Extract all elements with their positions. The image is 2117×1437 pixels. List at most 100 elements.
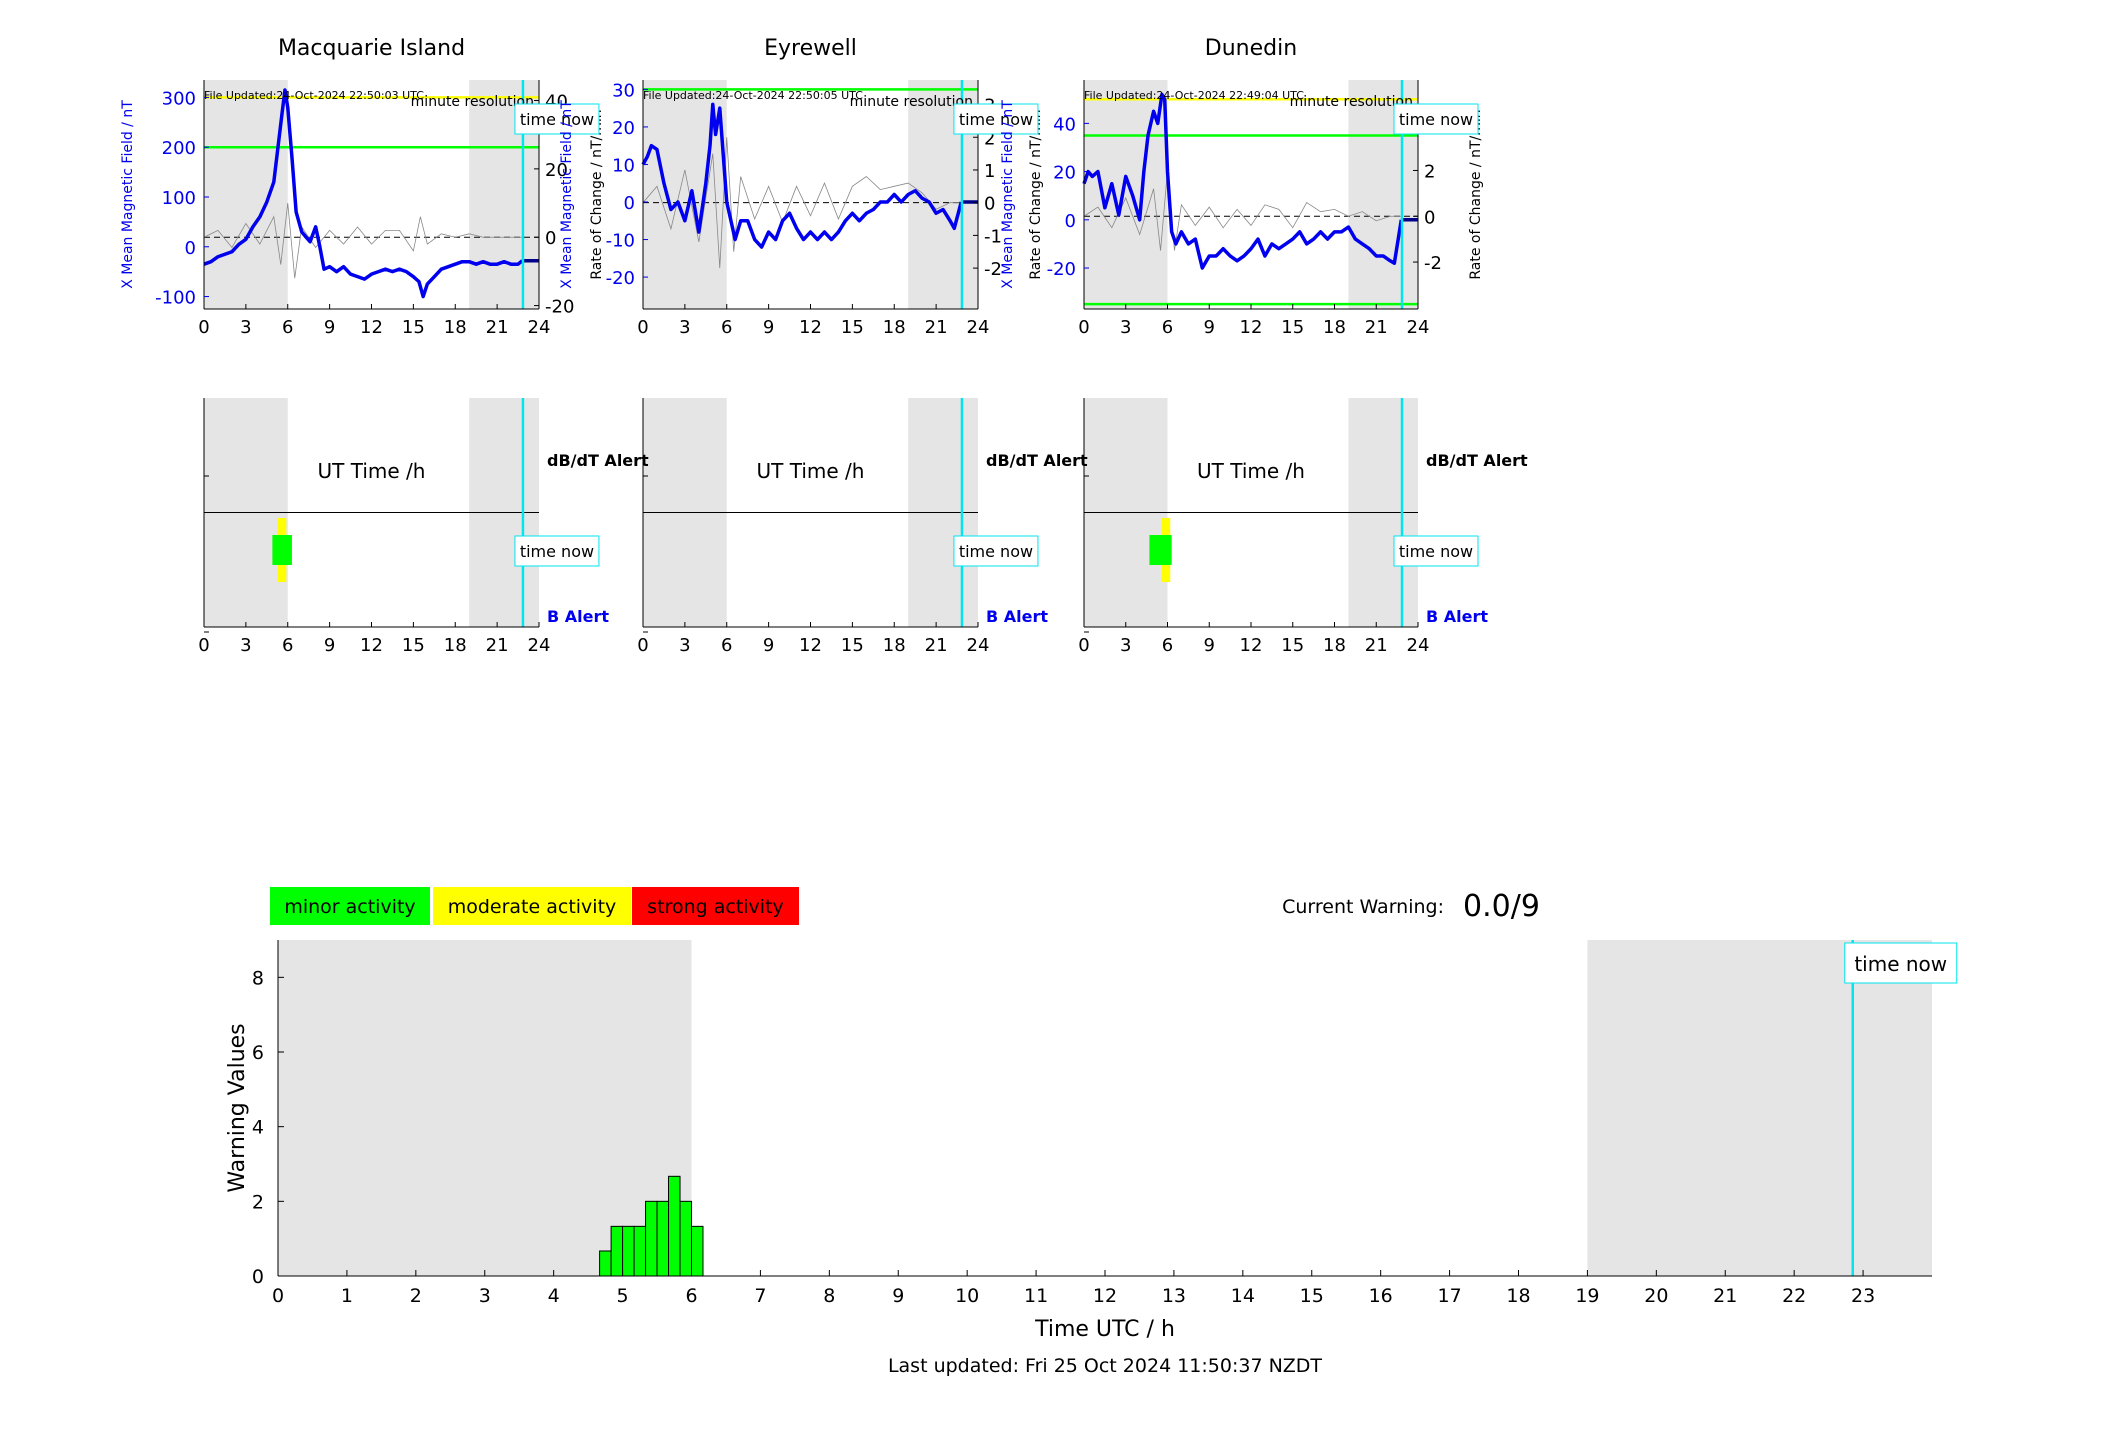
y-left-tick-label: 100 [162,188,196,209]
x-tick-label: 21 [1365,635,1388,656]
y-right-axis-label: Rate of Change / nT/min [589,109,605,279]
x-tick-label: 17 [1437,1285,1461,1307]
x-tick-label: 15 [402,635,425,656]
x-tick-label: 6 [1162,635,1173,656]
x-axis-label: UT Time /h [1197,459,1305,483]
y-right-tick-label: 0 [1424,207,1435,228]
x-tick-label: 12 [360,635,383,656]
y-left-axis-label: X Mean Magnetic Field / nT [120,100,136,289]
y-axis-label: Warning Values [225,1023,250,1192]
x-axis-label: Time UTC / h [1034,1317,1175,1342]
time-now-box [953,103,1039,135]
x-axis-label: UT Time /h [757,459,865,483]
night-band [278,940,692,1276]
x-tick-label: 9 [1204,317,1215,338]
x-tick-label: 12 [799,635,822,656]
x-tick-label: 9 [1204,635,1215,656]
x-tick-label: 9 [324,317,335,338]
x-axis-label: UT Time /h [318,459,426,483]
panel-title: Macquarie Island [278,36,465,61]
x-tick-label: 12 [799,317,822,338]
text-layer: 0 3 6 9 12 15 18 21 24-1000100200300-2002040Macq… [120,36,1958,1377]
x-tick-label: 6 [1162,317,1173,338]
x-tick-label: 3 [240,635,251,656]
time-now-box [514,535,600,567]
x-tick-label: 10 [955,1285,979,1307]
y-left-tick-label: -20 [1047,259,1076,280]
time-now-label: time now [959,110,1033,129]
y-left-axis-label: X Mean Magnetic Field / nT [559,100,575,289]
legend-label: minor activity [284,896,415,918]
y-left-tick-label: 300 [162,88,196,109]
x-tick-label: 18 [444,317,467,338]
x-tick-label: 6 [721,317,732,338]
file-updated-text: File Updated:24-Oct-2024 22:49:04 UTC [1084,89,1304,102]
y-tick-label: 0 [252,1266,264,1288]
current-warning-label: Current Warning: [1282,896,1444,918]
time-now-label: time now [520,542,594,561]
x-tick-label: 20 [1644,1285,1668,1307]
x-tick-label: 9 [763,635,774,656]
x-tick-label: 24 [528,317,551,338]
x-tick-label: 0 [198,635,209,656]
x-tick-label: 3 [679,317,690,338]
x-tick-label: 15 [402,317,425,338]
warning-bar [610,1225,624,1277]
x-tick-label: 7 [754,1285,766,1307]
y-left-axis-label: X Mean Magnetic Field / nT [1000,100,1016,289]
time-now-label: time now [1399,542,1473,561]
x-tick-label: 15 [1300,1285,1324,1307]
x-tick-label: 21 [925,317,948,338]
x-tick-label: 21 [486,317,509,338]
minute-resolution-label: minute resolution [1290,94,1413,110]
legend-swatch [270,887,430,925]
time-now-label: time now [1854,952,1947,976]
x-tick-label: 15 [841,317,864,338]
y-right-tick-label: 2 [1424,161,1435,182]
x-tick-label: 15 [841,635,864,656]
x-tick-label: 18 [1323,317,1346,338]
x-tick-label: 6 [282,635,293,656]
y-left-tick-label: -20 [606,268,635,289]
y-tick-label: 4 [252,1117,264,1139]
b-alert-label: B Alert [547,607,609,626]
x-tick-label: 19 [1575,1285,1599,1307]
x-tick-label: 2 [410,1285,422,1307]
marks-layer [203,80,1854,1277]
b-alert-label: B Alert [986,607,1048,626]
y-left-tick-label: 0 [624,193,635,214]
y-right-axis-label: Rate of Change / nT/min [1028,109,1044,279]
x-tick-label: 0 [198,317,209,338]
y-tick-label: 2 [252,1191,264,1213]
rate-of-change-line [203,202,523,279]
x-tick-label: 3 [679,635,690,656]
time-now-box [514,103,600,135]
x-tick-label: 24 [1407,635,1430,656]
time-now-box [1393,103,1479,135]
db-dt-alert-label: dB/dT Alert [1426,451,1528,470]
db-dt-alert-label: dB/dT Alert [986,451,1088,470]
x-tick-label: 18 [1506,1285,1530,1307]
x-tick-label: 12 [1240,317,1263,338]
y-right-tick-label: -20 [545,297,574,318]
magnetic-field-line [203,88,524,299]
minute-resolution-label: minute resolution [850,94,973,110]
warning-bar [622,1225,635,1277]
warning-bar [668,1175,681,1277]
file-updated-text: File Updated:24-Oct-2024 22:50:05 UTC [643,89,863,102]
b-alert-block [272,535,292,565]
x-tick-label: 15 [1281,635,1304,656]
x-tick-label: 3 [240,317,251,338]
legend-label: moderate activity [448,896,617,918]
y-right-tick-label: 0 [984,194,995,215]
warning-bar [633,1225,647,1277]
x-tick-label: 0 [637,635,648,656]
minute-resolution-label: minute resolution [411,94,534,110]
x-tick-label: 9 [892,1285,904,1307]
x-tick-label: 3 [479,1285,491,1307]
x-tick-label: 12 [1093,1285,1117,1307]
warning-bar [656,1200,670,1277]
x-tick-label: 21 [1713,1285,1737,1307]
x-tick-label: 12 [1240,635,1263,656]
legend-swatch [433,887,631,925]
